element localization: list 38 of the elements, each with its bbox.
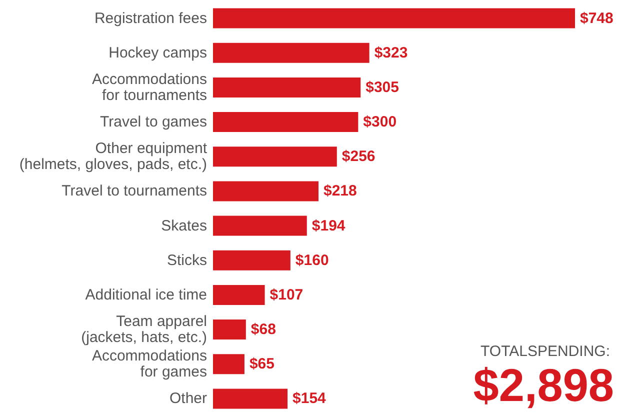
y-tick-label: Accommodations for tournaments [92, 70, 207, 104]
data-label: $107 [270, 286, 304, 304]
y-tick-label: Team apparel (jackets, hats, etc.) [81, 313, 208, 346]
annotation: $2,898 [473, 359, 614, 411]
y-tick-label: Accommodations for games [92, 348, 207, 381]
bar [213, 354, 244, 374]
y-tick-label: Other equipment (helmets, gloves, pads, etc.) [19, 140, 208, 174]
bar [213, 8, 575, 28]
data-label: $194 [312, 217, 346, 234]
y-tick-label: Travel to tournaments [62, 182, 207, 200]
data-label: $305 [366, 78, 399, 96]
y-tick-label: Registration fees [94, 10, 207, 27]
bar [213, 250, 290, 270]
data-label: $256 [342, 148, 376, 166]
data-label: $68 [250, 321, 276, 338]
data-label: $218 [324, 182, 357, 200]
y-tick-label: Other [169, 390, 208, 408]
bar [213, 112, 358, 132]
data-label: $154 [292, 390, 327, 408]
y-tick-label: Travel to games [100, 114, 207, 131]
data-label: $323 [374, 44, 408, 62]
annotation: TOTALSPENDING: [480, 343, 610, 360]
y-tick-label: Additional ice time [85, 286, 207, 304]
bar [213, 181, 319, 202]
bar [213, 77, 361, 98]
data-label: $65 [249, 356, 274, 373]
y-tick-label: Skates [161, 217, 207, 234]
data-label: $300 [363, 114, 397, 131]
bar [213, 388, 288, 409]
data-label: $160 [295, 252, 329, 269]
bar [213, 42, 370, 63]
y-tick-label: Sticks [166, 252, 207, 269]
data-label: $748 [580, 10, 614, 27]
bar [213, 284, 265, 305]
bar [213, 216, 307, 236]
bar [213, 320, 246, 340]
bar [213, 146, 337, 167]
y-tick-label: Hockey camps [108, 44, 207, 62]
